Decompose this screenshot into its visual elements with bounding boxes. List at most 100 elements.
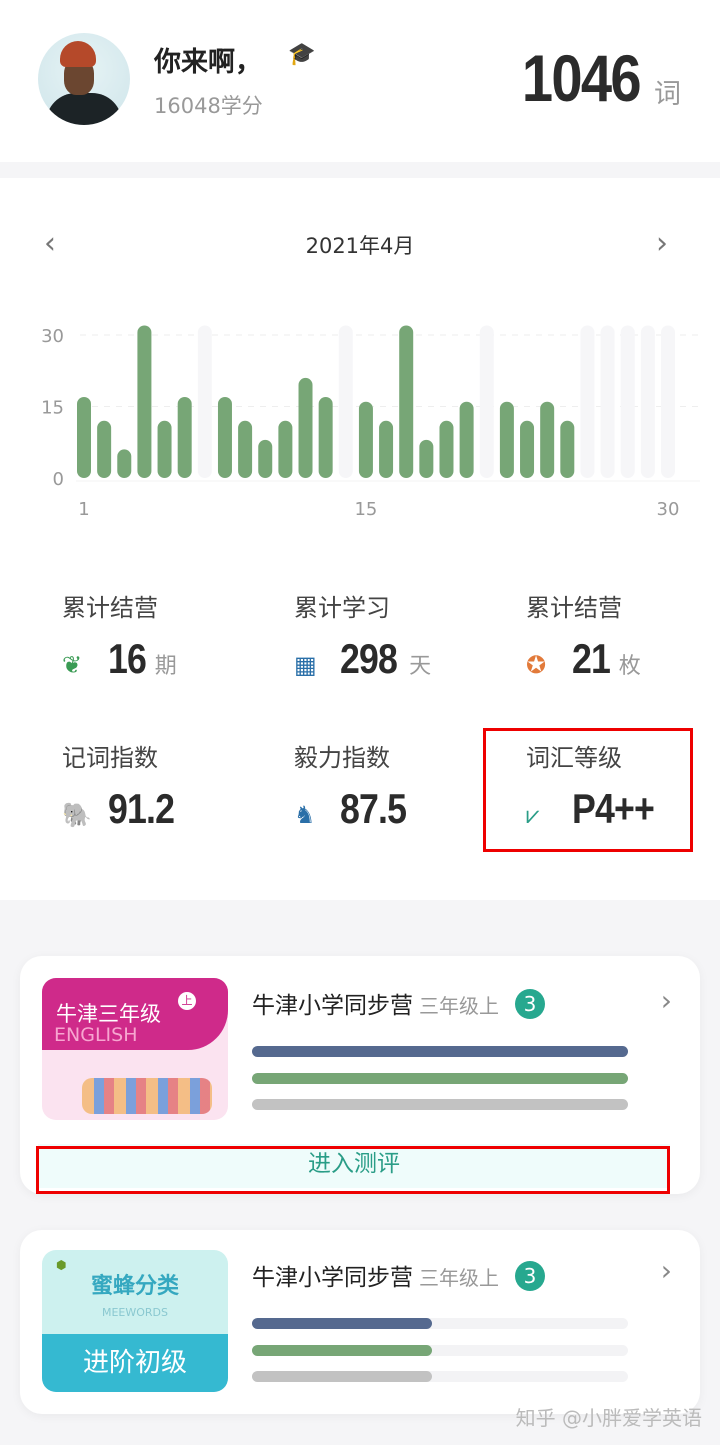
profile-header: 你来啊， 🎓 16048学分 1046 词 (0, 0, 720, 162)
ruler-icon: ⩗ (526, 801, 540, 829)
course-title: 牛津小学同步营 三年级上 3 (252, 1258, 545, 1292)
bar-empty (338, 325, 353, 478)
bar (97, 420, 112, 478)
highlight-box (36, 1146, 670, 1194)
progress-bar (252, 1371, 628, 1382)
chevron-right-icon[interactable]: › (660, 984, 672, 1017)
bar (379, 420, 394, 478)
x-tick-label: 30 (657, 499, 680, 520)
stat-perseverance-index: 毅力指数 ♞ 87.5 (294, 738, 494, 833)
bar (177, 396, 192, 478)
level-badge: 3 (515, 1261, 545, 1291)
course-thumbnail: ⬢ 蜜蜂分类 MEEWORDS 进阶初级 (42, 1250, 228, 1392)
stat-label: 词汇等级 (526, 744, 622, 772)
bar (439, 420, 454, 478)
thumb-title: 牛津三年级 (56, 1002, 161, 1026)
bar (358, 401, 373, 478)
graduation-cap-icon: 🎓 (288, 42, 316, 67)
stat-medals: 累计结营 ✪ 21 枚 (526, 588, 720, 683)
x-tick-label: 1 (78, 499, 89, 520)
stat-days: 累计学习 ▦ 298 天 (294, 588, 494, 683)
bar (560, 420, 575, 478)
stat-value: 298 (340, 635, 398, 682)
progress-bar (252, 1318, 628, 1329)
course-title: 牛津小学同步营 三年级上 3 (252, 986, 545, 1020)
stat-value: P4++ (572, 785, 655, 832)
stats-panel: ‹ 2021年4月 › 0 15 30 1 15 30 累计结营 ❦ 16 期 累计学习 ▦ 2… (0, 178, 720, 900)
stat-label: 累计学习 (294, 594, 390, 622)
bar-empty (661, 325, 675, 478)
stat-unit: 天 (409, 654, 432, 679)
next-month-button[interactable]: › (656, 226, 668, 261)
progress-bar (252, 1046, 628, 1057)
stat-label: 记词指数 (62, 744, 158, 772)
medal-icon: ✪ (526, 651, 547, 679)
elephant-icon: 🐘 (62, 801, 92, 829)
month-label: 2021年4月 (305, 234, 415, 258)
bar (258, 439, 273, 478)
stat-memory-index: 记词指数 🐘 91.2 (62, 738, 262, 833)
stat-unit: 枚 (618, 654, 641, 679)
stat-value: 87.5 (340, 785, 407, 832)
children-illustration (82, 1078, 212, 1114)
y-tick-label: 30 (41, 326, 64, 347)
course-thumbnail: 牛津三年级 上 ENGLISH (42, 978, 228, 1120)
stat-unit: 期 (154, 654, 177, 679)
watermark: 知乎 @小胖爱学英语 (515, 1406, 702, 1430)
word-count: 1046 (521, 41, 642, 115)
bar (540, 401, 555, 478)
progress-bar (252, 1073, 628, 1084)
avatar[interactable] (38, 33, 130, 125)
bar (419, 439, 434, 478)
stat-label: 累计结营 (526, 594, 622, 622)
progress-bar (252, 1345, 628, 1356)
stat-label: 毅力指数 (294, 744, 390, 772)
bar (217, 396, 232, 478)
bar (499, 401, 514, 478)
bar (318, 396, 333, 478)
thumb-tag: 上 (178, 992, 196, 1010)
level-badge: 3 (515, 989, 545, 1019)
thumb-sub: MEEWORDS (101, 1306, 169, 1319)
course-card[interactable]: ⬢ 蜜蜂分类 MEEWORDS 进阶初级 牛津小学同步营 三年级上 3 › (20, 1230, 700, 1414)
y-tick-label: 0 (53, 469, 64, 490)
bar-empty (580, 325, 595, 478)
y-tick-label: 15 (41, 398, 64, 419)
book-leaf-icon: ❦ (62, 651, 83, 679)
stat-value: 21 (572, 635, 611, 682)
highlight-box (483, 728, 693, 852)
bee-icon: ⬢ (56, 1258, 67, 1272)
enter-evaluation-button[interactable]: 进入测评 (38, 1144, 670, 1188)
bar (238, 420, 253, 478)
thumb-title: 蜜蜂分类 (90, 1274, 179, 1299)
bar (520, 420, 535, 478)
stat-vocab-level: 词汇等级 ⩗ P4++ (526, 738, 720, 833)
bar (278, 420, 293, 478)
chevron-right-icon[interactable]: › (660, 1254, 672, 1287)
bar (399, 325, 414, 478)
thumb-footer: 进阶初级 (42, 1334, 228, 1392)
bar-empty (620, 325, 635, 478)
bar (77, 396, 91, 478)
stat-camps: 累计结营 ❦ 16 期 (62, 588, 262, 683)
thumb-sub: ENGLISH (54, 1024, 138, 1046)
user-greeting: 你来啊， (154, 47, 262, 78)
stat-value: 16 (108, 635, 147, 682)
course-card[interactable]: 牛津三年级 上 ENGLISH 牛津小学同步营 三年级上 3 › 进入测评 (20, 956, 700, 1194)
stat-value: 91.2 (108, 785, 175, 832)
daily-words-chart: 0 15 30 1 15 30 (41, 325, 700, 520)
bar-empty (479, 325, 494, 478)
progress-bar (252, 1099, 628, 1110)
bar (459, 401, 474, 478)
bar (298, 377, 313, 478)
credits: 16048学分 (154, 94, 263, 118)
calendar-icon: ▦ (294, 651, 317, 679)
x-tick-label: 15 (354, 499, 377, 520)
bar (117, 449, 132, 478)
stat-label: 累计结营 (62, 594, 158, 622)
word-unit: 词 (654, 79, 681, 110)
bar (157, 420, 172, 478)
horse-icon: ♞ (294, 801, 316, 829)
prev-month-button[interactable]: ‹ (44, 226, 56, 261)
bar-empty (600, 325, 615, 478)
